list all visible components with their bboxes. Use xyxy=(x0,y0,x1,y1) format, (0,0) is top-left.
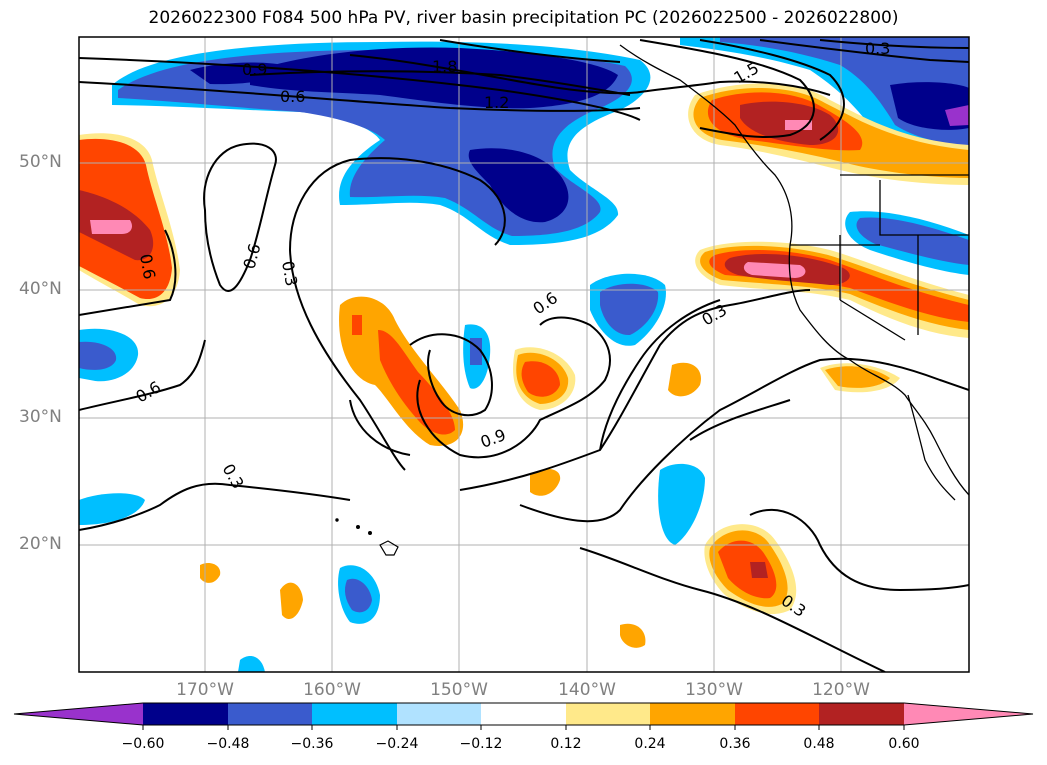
colorbar-tick: 0.24 xyxy=(634,736,666,752)
pv-contours xyxy=(79,39,969,672)
map-title: 2026022300 F084 500 hPa PV, river basin … xyxy=(148,8,899,28)
colorbar-tick: −0.12 xyxy=(459,736,503,752)
precipitation-fill xyxy=(79,37,969,672)
colorbar-tick: −0.48 xyxy=(206,736,250,752)
colorbar-tick: 0.12 xyxy=(550,736,582,752)
islands xyxy=(335,518,399,556)
colorbar xyxy=(13,702,1034,730)
lat-label-30n: 30°N xyxy=(19,407,62,427)
colorbar-extend-high xyxy=(904,703,1033,725)
colorbar-tick: 0.36 xyxy=(719,736,751,752)
colorbar-tick: 0.48 xyxy=(803,736,835,752)
lat-label-40n: 40°N xyxy=(19,279,62,299)
lon-label-170w: 170°W xyxy=(176,680,234,700)
colorbar-tick: −0.60 xyxy=(121,736,165,752)
colorbar-extend-low xyxy=(14,703,143,725)
colorbar-tick: −0.24 xyxy=(375,736,419,752)
colorbar-tick: −0.36 xyxy=(290,736,334,752)
lon-label-120w: 120°W xyxy=(812,680,870,700)
lat-label-20n: 20°N xyxy=(19,534,62,554)
coastline xyxy=(619,44,969,501)
lon-label-130w: 130°W xyxy=(685,680,743,700)
lat-label-50n: 50°N xyxy=(19,152,62,172)
lon-label-150w: 150°W xyxy=(430,680,488,700)
lon-label-160w: 160°W xyxy=(303,680,361,700)
map-frame xyxy=(78,36,970,673)
colorbar-tick: 0.60 xyxy=(888,736,920,752)
lon-label-140w: 140°W xyxy=(558,680,616,700)
